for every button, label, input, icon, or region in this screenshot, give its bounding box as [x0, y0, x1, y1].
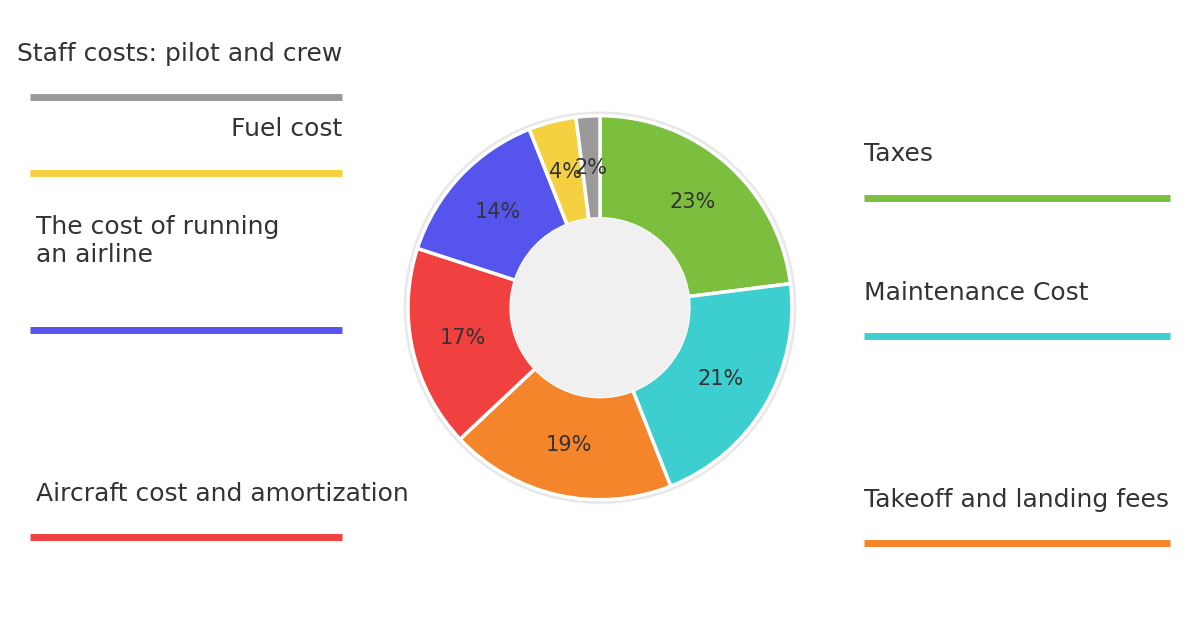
Text: 4%: 4% [548, 161, 582, 181]
Circle shape [404, 112, 796, 503]
Circle shape [511, 219, 689, 397]
Wedge shape [460, 369, 671, 500]
Wedge shape [576, 116, 600, 220]
Text: 21%: 21% [697, 369, 744, 389]
Text: 23%: 23% [670, 192, 716, 212]
Text: Takeoff and landing fees: Takeoff and landing fees [864, 488, 1169, 512]
Wedge shape [418, 129, 568, 280]
Text: 14%: 14% [474, 202, 521, 222]
Text: Maintenance Cost: Maintenance Cost [864, 281, 1088, 305]
Text: Staff costs: pilot and crew: Staff costs: pilot and crew [17, 42, 342, 66]
Text: 19%: 19% [546, 435, 593, 455]
Wedge shape [408, 249, 535, 439]
Text: Taxes: Taxes [864, 143, 934, 166]
Text: Aircraft cost and amortization: Aircraft cost and amortization [36, 482, 409, 506]
Text: 17%: 17% [440, 328, 486, 349]
Text: The cost of running
an airline: The cost of running an airline [36, 215, 280, 267]
Wedge shape [632, 284, 792, 486]
Text: Fuel cost: Fuel cost [230, 117, 342, 141]
Wedge shape [529, 117, 589, 225]
Wedge shape [600, 116, 791, 296]
Text: 2%: 2% [575, 158, 607, 178]
